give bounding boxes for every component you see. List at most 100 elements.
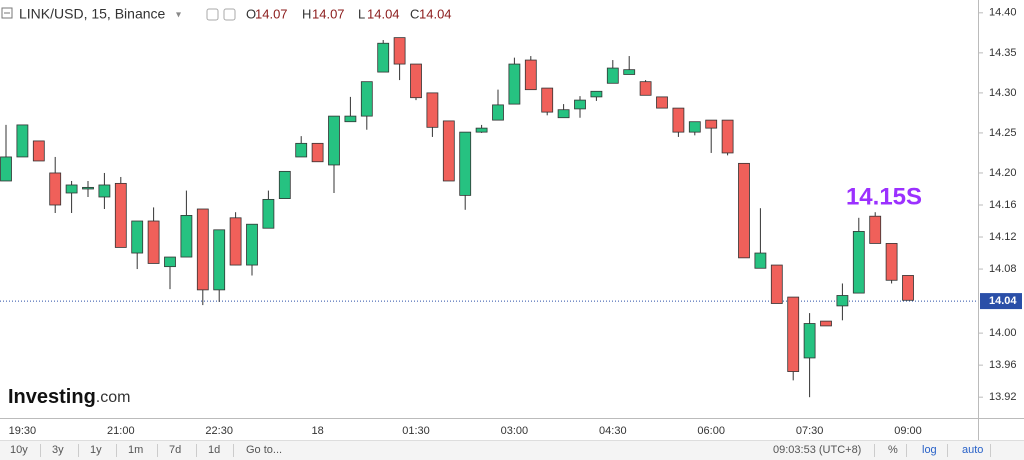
candle-body [656, 96, 668, 109]
candle-body [688, 121, 701, 133]
separator [40, 444, 41, 457]
chart: LINK/USD, 15, Binance ▾ Investing.com 14… [0, 0, 1024, 440]
separator [78, 444, 79, 457]
toolbar: 10y 3y 1y 1m 7d 1d Go to... 09:03:53 (UT… [0, 440, 1024, 460]
range-button[interactable]: 1m [128, 444, 144, 456]
range-button[interactable]: 7d [169, 444, 182, 456]
candle-body [196, 208, 209, 291]
x-tick-label: 01:30 [402, 425, 430, 437]
log-button[interactable]: log [922, 444, 937, 456]
ohlc-label: C [410, 6, 419, 21]
candle-body [229, 217, 242, 266]
candle-body [16, 124, 29, 158]
y-tick-label: 14.20 [989, 167, 1017, 179]
candle-body [885, 243, 898, 281]
separator [947, 444, 948, 457]
candle-body [557, 109, 570, 119]
candle-body [344, 115, 357, 123]
candle-body [770, 264, 783, 304]
candle-body [65, 184, 78, 194]
candle-body [393, 37, 406, 65]
ohlc-value: 14.07 [312, 6, 345, 21]
y-tick-label: 14.16 [989, 199, 1017, 211]
candle-body [32, 140, 45, 162]
candle-body [180, 215, 193, 258]
candle-body [262, 198, 275, 229]
candle-body [524, 59, 537, 91]
x-tick-label: 18 [311, 425, 323, 437]
candle-body [295, 142, 308, 158]
candle-body [721, 119, 734, 154]
candle-body [131, 220, 144, 254]
range-button[interactable]: 1d [208, 444, 221, 456]
candle-body [114, 182, 127, 248]
candle-body [541, 87, 554, 113]
range-button[interactable]: 1y [90, 444, 102, 456]
candle-body [705, 119, 718, 129]
candle-body [803, 323, 816, 359]
x-tick-label: 09:00 [894, 425, 922, 437]
candle-body [590, 90, 603, 98]
candle-body [672, 107, 685, 133]
y-tick-label: 14.40 [989, 7, 1017, 19]
auto-button[interactable]: auto [962, 444, 984, 456]
candle-body [852, 231, 865, 294]
percent-button[interactable]: % [888, 444, 898, 456]
separator [233, 444, 234, 457]
x-tick-label: 06:00 [697, 425, 725, 437]
separator [990, 444, 991, 457]
candle-body [869, 215, 882, 244]
candle-body [574, 99, 586, 110]
candle-body [508, 63, 521, 105]
x-tick-label: 04:30 [599, 425, 627, 437]
y-tick-label: 14.25 [989, 127, 1017, 139]
settings-icon[interactable] [206, 8, 219, 21]
ohlc-label: H [302, 6, 311, 21]
candle-body [360, 81, 373, 117]
annotation: 14.15S [846, 183, 922, 210]
range-button[interactable]: 3y [52, 444, 64, 456]
candle-body [246, 223, 258, 266]
x-tick-label: 07:30 [796, 425, 824, 437]
y-tick-label: 13.96 [989, 359, 1017, 371]
candle-body [328, 115, 340, 166]
separator [157, 444, 158, 457]
ohlc-label: O [246, 6, 256, 21]
x-tick-label: 21:00 [107, 425, 135, 437]
range-button[interactable]: 10y [10, 444, 28, 456]
collapse-icon[interactable] [1, 7, 13, 19]
candle-body [623, 69, 636, 75]
candle-body [147, 220, 160, 264]
candle-body [754, 252, 767, 269]
plot-area: 14.40 14.35 14.30 14.25 14.20 14.16 14.12 14.08… [0, 7, 1022, 437]
candle-body [787, 296, 800, 372]
logo-brand: Investing [8, 386, 96, 408]
goto-button[interactable]: Go to... [246, 444, 283, 456]
candle-body [442, 120, 455, 182]
candle-body [426, 92, 439, 128]
logo: Investing.com [8, 386, 130, 408]
candle-body [410, 63, 422, 99]
ohlc-value: 14.04 [419, 6, 452, 21]
separator [196, 444, 197, 457]
y-tick-label: 14.00 [989, 327, 1017, 339]
candle-body [278, 170, 291, 199]
candle-body [492, 104, 504, 121]
candle-body [49, 172, 62, 206]
last-price-tag [980, 293, 1022, 310]
y-tick-label: 13.92 [989, 391, 1017, 403]
x-tick-label: 03:00 [501, 425, 529, 437]
ohlc-value: 14.07 [255, 6, 288, 21]
candle-body [639, 81, 652, 96]
candle-body [82, 186, 94, 190]
dropdown-arrow[interactable]: ▾ [176, 10, 181, 21]
remove-icon[interactable] [223, 8, 236, 21]
y-tick-label: 14.30 [989, 87, 1017, 99]
candle-body [98, 184, 111, 198]
y-tick-label: 14.12 [989, 231, 1017, 243]
separator [906, 444, 907, 457]
clock: 09:03:53 (UTC+8) [773, 444, 862, 456]
separator [116, 444, 117, 457]
candle-body [836, 295, 849, 307]
